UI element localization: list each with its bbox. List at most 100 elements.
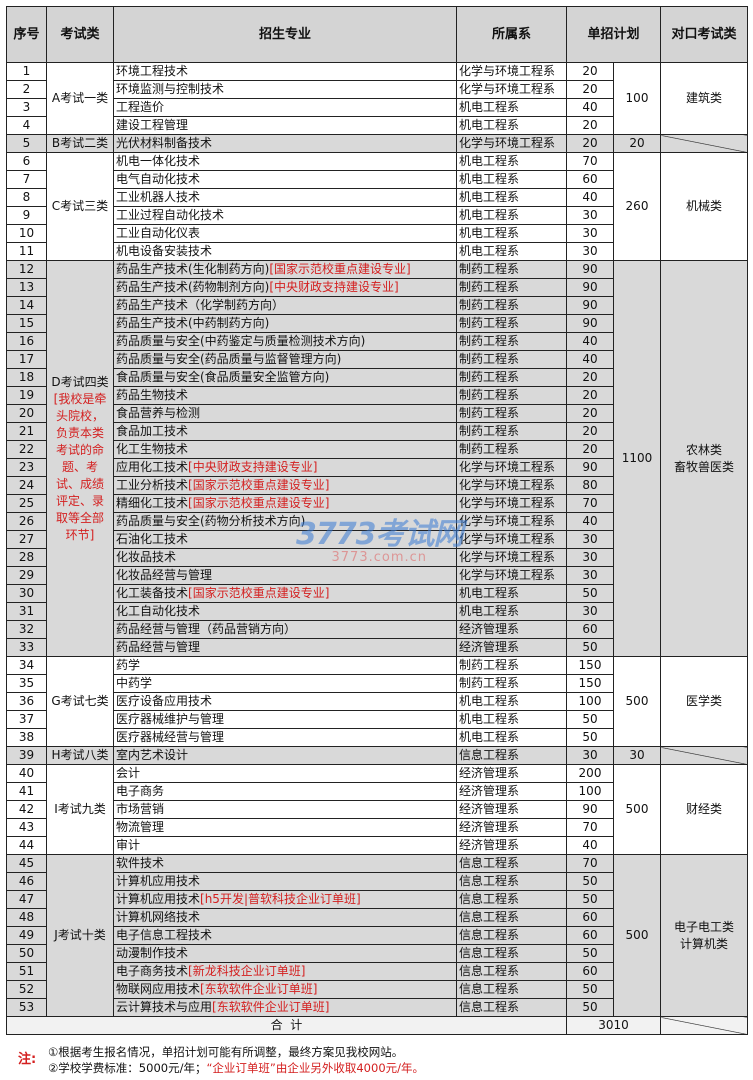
department: 信息工程系 — [456, 926, 567, 945]
table-body: 1 A考试一类 环境工程技术 化学与环境工程系 20 100 建筑类 2 环境监测与控制技术 化学… — [6, 62, 749, 1017]
department: 化学与环境工程系 — [456, 530, 567, 549]
table-row: 51 电子商务技术[新龙科技企业订单班] 信息工程系 60 — [6, 962, 748, 981]
major-cell: 精细化工技术[国家示范校重点建设专业] — [113, 494, 457, 513]
major-name: 化妆品经营与管理 — [116, 568, 213, 582]
plan-count: 20 — [566, 368, 614, 387]
major-name: 电气自动化技术 — [116, 172, 201, 186]
group-total: 100 — [612, 62, 662, 135]
exam-type-cell: D考试四类 [我校是牵头院校，负责本类考试的命题、考试、成绩评定、录取等全部环节] — [46, 260, 114, 657]
row-number: 4 — [6, 116, 47, 135]
major-cell: 审计 — [113, 836, 457, 855]
exam-type-cell: C考试三类 — [46, 152, 114, 261]
note-line-1: ①根据考生报名情况，单招计划可能有所调整，最终方案见我校网站。 — [48, 1045, 404, 1059]
major-name: 药品生产技术(中药制药方向) — [116, 316, 270, 330]
major-name: 食品营养与检测 — [116, 406, 201, 420]
table-row: 47 计算机应用技术[h5开发|普软科技企业订单班] 信息工程系 50 — [6, 890, 748, 909]
major-name: 环境监测与控制技术 — [116, 82, 225, 96]
header-no: 序号 — [6, 6, 47, 63]
major-cell: 化工装备技术[国家示范校重点建设专业] — [113, 584, 457, 603]
department: 化学与环境工程系 — [456, 512, 567, 531]
major-tag: [国家示范校重点建设专业] — [188, 478, 330, 492]
major-cell: 药品生产技术（化学制药方向） — [113, 296, 457, 315]
department: 经济管理系 — [456, 782, 567, 801]
major-cell: 计算机应用技术 — [113, 872, 457, 891]
exam-type-note: [我校是牵头院校，负责本类考试的命题、考试、成绩评定、录取等全部环节] — [53, 391, 107, 542]
table-row: 22 化工生物技术 制药工程系 20 — [6, 440, 748, 459]
major-cell: 药品质量与安全(药品质量与监督管理方向) — [113, 350, 457, 369]
major-cell: 光伏材料制备技术 — [113, 134, 457, 153]
major-name: 工业机器人技术 — [116, 190, 201, 204]
major-name: 软件技术 — [116, 856, 165, 870]
counterpart-diagonal-cell — [660, 746, 749, 765]
table-row: 43 物流管理 经济管理系 70 — [6, 818, 748, 837]
row-number: 36 — [6, 692, 47, 711]
total-row: 合 计 3010 — [6, 1016, 749, 1035]
row-number: 27 — [6, 530, 47, 549]
major-name: 电子商务技术 — [116, 964, 189, 978]
major-cell: 医疗器械维护与管理 — [113, 710, 457, 729]
row-number: 29 — [6, 566, 47, 585]
major-cell: 电子信息工程技术 — [113, 926, 457, 945]
table-row: 19 药品生物技术 制药工程系 20 — [6, 386, 748, 405]
row-number: 39 — [6, 746, 47, 765]
major-name: 物联网应用技术 — [116, 982, 201, 996]
major-cell: 电子商务 — [113, 782, 457, 801]
major-name: 药品生产技术(生化制药方向) — [116, 262, 270, 276]
department: 制药工程系 — [456, 314, 567, 333]
table-row: 8 工业机器人技术 机电工程系 40 — [6, 188, 748, 207]
total-diagonal-cell — [660, 1016, 749, 1035]
plan-count: 90 — [566, 458, 614, 477]
plan-count: 50 — [566, 998, 614, 1017]
plan-count: 50 — [566, 980, 614, 999]
plan-count: 40 — [566, 188, 614, 207]
table-row: 18 食品质量与安全(食品质量安全监管方向) 制药工程系 20 — [6, 368, 748, 387]
row-number: 46 — [6, 872, 47, 891]
table-row: 1 A考试一类 环境工程技术 化学与环境工程系 20 100 建筑类 — [6, 62, 749, 135]
plan-count: 150 — [566, 656, 614, 675]
table-row: 6 C考试三类 机电一体化技术 机电工程系 70 260 机械类 — [6, 152, 749, 261]
row-number: 49 — [6, 926, 47, 945]
group-total: 260 — [612, 152, 662, 261]
major-cell: 市场营销 — [113, 800, 457, 819]
major-name: 中药学 — [116, 676, 153, 690]
major-cell: 物流管理 — [113, 818, 457, 837]
major-cell: 药品生产技术(生化制药方向)[国家示范校重点建设专业] — [113, 260, 457, 279]
exam-type: A考试一类 — [51, 91, 109, 105]
table-row: 20 食品营养与检测 制药工程系 20 — [6, 404, 748, 423]
major-name: 室内艺术设计 — [116, 748, 189, 762]
table-row: 9 工业过程自动化技术 机电工程系 30 — [6, 206, 748, 225]
major-cell: 云计算技术与应用[东软软件企业订单班] — [113, 998, 457, 1017]
group-total: 500 — [612, 854, 662, 1017]
row-number: 16 — [6, 332, 47, 351]
table-row: 25 精细化工技术[国家示范校重点建设专业] 化学与环境工程系 70 — [6, 494, 748, 513]
major-cell: 化工生物技术 — [113, 440, 457, 459]
plan-count: 20 — [566, 80, 614, 99]
row-number: 42 — [6, 800, 47, 819]
major-tag: [国家示范校重点建设专业] — [188, 496, 330, 510]
department: 制药工程系 — [456, 656, 567, 675]
table-row: 21 食品加工技术 制药工程系 20 — [6, 422, 748, 441]
major-cell: 机电一体化技术 — [113, 152, 457, 171]
major-cell: 工业过程自动化技术 — [113, 206, 457, 225]
plan-count: 60 — [566, 620, 614, 639]
table-row: 10 工业自动化仪表 机电工程系 30 — [6, 224, 748, 243]
plan-count: 20 — [566, 116, 614, 135]
exam-type: D考试四类 — [51, 374, 109, 389]
header-major: 招生专业 — [113, 6, 457, 63]
major-cell: 药品质量与安全(药物分析技术方向) — [113, 512, 457, 531]
exam-type: B考试二类 — [51, 136, 109, 150]
table-row: 28 化妆品技术 化学与环境工程系 30 — [6, 548, 748, 567]
plan-count: 70 — [566, 494, 614, 513]
major-cell: 食品加工技术 — [113, 422, 457, 441]
major-name: 医疗器械维护与管理 — [116, 712, 225, 726]
department: 制药工程系 — [456, 674, 567, 693]
major-cell: 药品生物技术 — [113, 386, 457, 405]
major-cell: 动漫制作技术 — [113, 944, 457, 963]
major-name: 建设工程管理 — [116, 118, 189, 132]
department: 经济管理系 — [456, 836, 567, 855]
table-row: 44 审计 经济管理系 40 — [6, 836, 748, 855]
department: 机电工程系 — [456, 602, 567, 621]
plan-count: 40 — [566, 98, 614, 117]
major-cell: 化工自动化技术 — [113, 602, 457, 621]
table-row: 41 电子商务 经济管理系 100 — [6, 782, 748, 801]
